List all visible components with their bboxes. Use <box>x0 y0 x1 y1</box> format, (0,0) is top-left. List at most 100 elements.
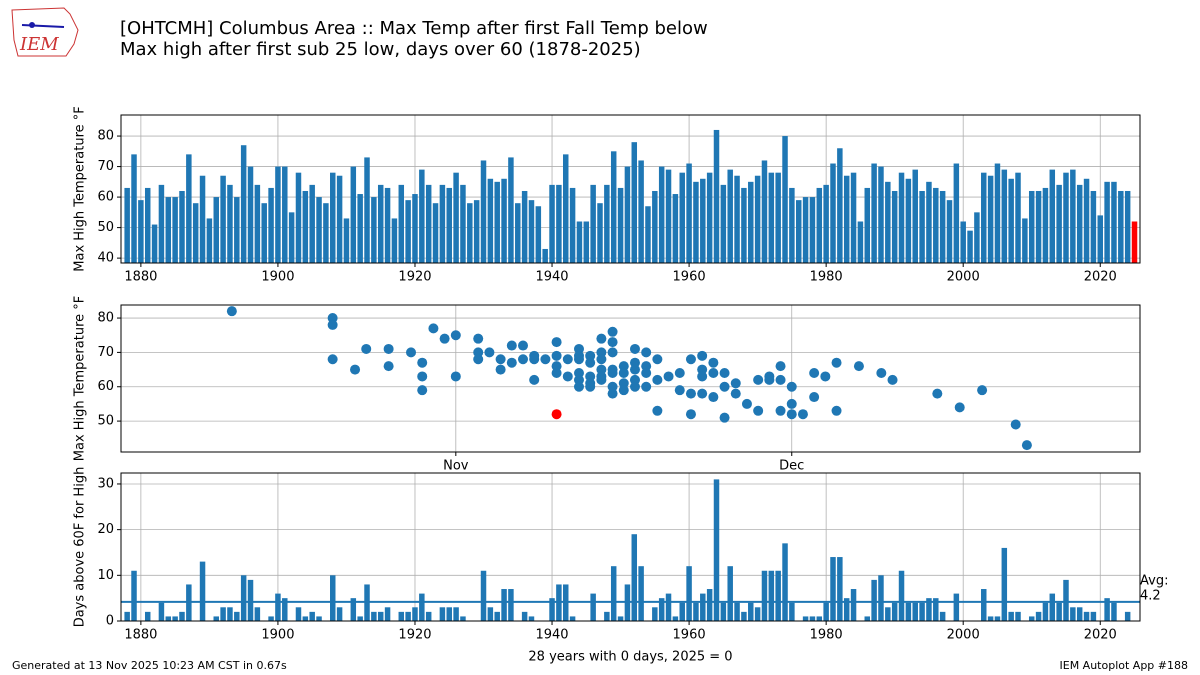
bar <box>487 178 494 263</box>
y-tick-label: 30 <box>97 476 114 491</box>
bar <box>713 129 720 263</box>
point <box>629 343 640 354</box>
bar <box>405 611 411 621</box>
axes-frame <box>120 472 1141 622</box>
bar <box>679 602 685 621</box>
bar <box>693 602 699 621</box>
point <box>708 392 719 403</box>
bar <box>672 194 679 263</box>
bar <box>720 184 727 263</box>
bar <box>234 611 240 621</box>
bar <box>206 218 213 263</box>
bar <box>535 206 542 263</box>
bar <box>987 616 994 621</box>
bar <box>857 221 864 263</box>
point <box>596 333 607 344</box>
logo-text: IEM <box>19 34 59 55</box>
bar <box>288 212 295 263</box>
bar <box>158 602 165 621</box>
bar <box>501 178 507 263</box>
point <box>327 354 338 365</box>
x-tick-label: Nov <box>443 459 469 474</box>
point <box>585 371 596 382</box>
bar <box>364 157 370 263</box>
bar <box>480 160 487 263</box>
bar <box>1124 190 1131 263</box>
point <box>652 405 663 416</box>
bar <box>172 197 178 263</box>
point <box>775 374 786 385</box>
bar <box>1028 190 1035 263</box>
bar <box>446 187 452 263</box>
bar <box>336 607 343 621</box>
point <box>406 347 417 358</box>
bar <box>1097 215 1103 263</box>
bar <box>124 611 130 621</box>
bar <box>576 221 583 263</box>
bar <box>412 194 418 263</box>
point <box>719 368 730 379</box>
bar <box>419 169 425 263</box>
bar <box>864 187 871 263</box>
bar <box>823 184 829 263</box>
y-tick-label: 50 <box>97 220 114 235</box>
bar <box>1104 598 1110 621</box>
bar <box>1001 169 1008 263</box>
point <box>730 388 741 399</box>
bar <box>754 607 761 621</box>
panel: 0 10 20 30 1880 1900 1920 1940 1960 1980 2000 2020 D… <box>73 467 1169 665</box>
bar <box>172 616 178 621</box>
point <box>417 385 428 396</box>
point <box>820 371 831 382</box>
point <box>697 364 708 375</box>
bar <box>302 190 309 263</box>
bar <box>227 607 233 621</box>
point <box>596 354 607 365</box>
bar <box>240 575 247 621</box>
bar <box>981 589 987 621</box>
point <box>518 340 529 351</box>
point <box>562 354 573 365</box>
point <box>797 409 808 420</box>
bar <box>638 566 644 621</box>
bar <box>782 136 788 263</box>
bar <box>679 172 685 263</box>
bar <box>138 200 144 263</box>
y-tick-label: 20 <box>97 522 114 537</box>
bar <box>1022 218 1028 263</box>
bar <box>439 184 446 263</box>
y-tick-label: 50 <box>97 414 114 429</box>
point <box>585 350 596 361</box>
bar <box>939 190 946 263</box>
bar <box>981 172 987 263</box>
bar <box>282 166 288 263</box>
y-axis-label: Max High Temperature °F <box>73 296 88 461</box>
bar <box>926 598 932 621</box>
bar <box>700 593 706 621</box>
bar <box>638 160 644 263</box>
bar <box>809 616 816 621</box>
point <box>562 371 573 382</box>
bar <box>754 175 761 263</box>
bar <box>439 607 446 621</box>
bar <box>686 163 692 263</box>
bar <box>467 203 473 263</box>
point <box>551 350 562 361</box>
bar <box>124 187 130 263</box>
bar <box>1042 187 1049 263</box>
bar <box>939 611 946 621</box>
x-tick-label: 1880 <box>124 628 157 643</box>
bar <box>693 181 699 263</box>
bar <box>1124 611 1131 621</box>
bar <box>617 187 624 263</box>
y-tick-label: 70 <box>97 345 114 360</box>
bar <box>850 172 857 263</box>
bar <box>727 169 733 263</box>
bar <box>282 598 288 621</box>
bar <box>775 172 781 263</box>
bar <box>158 184 165 263</box>
bar <box>898 172 905 263</box>
average-caption: Avg: <box>1140 573 1168 588</box>
point <box>697 371 708 382</box>
bar <box>604 184 610 263</box>
